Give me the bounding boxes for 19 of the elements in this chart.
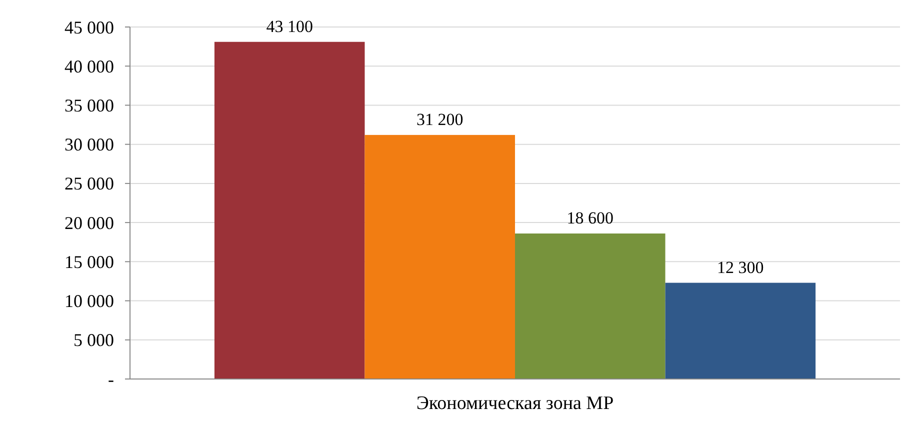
y-tick-label: 15 000 — [64, 252, 114, 272]
y-tick-label: 25 000 — [64, 174, 114, 194]
y-tick-label: 10 000 — [64, 291, 114, 312]
y-tick-label: 20 000 — [64, 212, 114, 233]
bar — [665, 282, 816, 379]
bar — [515, 234, 666, 379]
y-tick-label: 5 000 — [74, 330, 114, 350]
y-tick-label: 30 000 — [64, 134, 114, 155]
y-tick-label: - — [108, 369, 114, 390]
data-label: 31 200 — [416, 110, 464, 129]
data-label: 43 100 — [266, 16, 313, 36]
bar — [214, 42, 365, 379]
x-tick-label: Экономическая зона МР — [416, 393, 614, 414]
y-tick-label: 45 000 — [64, 17, 114, 38]
bar — [364, 134, 515, 379]
data-label: 18 600 — [566, 208, 614, 228]
y-tick-label: 35 000 — [64, 96, 114, 116]
y-tick-label: 40 000 — [64, 56, 114, 76]
data-label: 12 300 — [717, 258, 764, 277]
